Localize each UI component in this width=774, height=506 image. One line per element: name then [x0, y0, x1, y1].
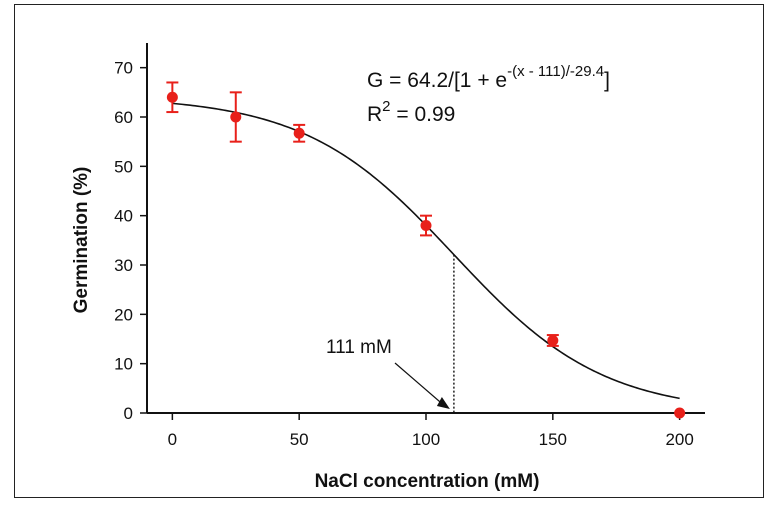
data-points-group [166, 81, 686, 419]
y-tick-label: 0 [124, 404, 133, 423]
y-tick-label: 50 [114, 157, 133, 176]
axes: 0 10 20 30 40 50 60 70 0 50 100 150 200 [114, 43, 705, 449]
r-squared: R2 = 0.99 [367, 98, 455, 126]
y-tick-label: 30 [114, 256, 133, 275]
equation-group: G = 64.2/[1 + e-(x - 111)/-29.4] R2 = 0.… [367, 63, 610, 126]
data-point [230, 111, 242, 123]
annotation-label: 111 mM [326, 337, 392, 358]
y-axis-title: Germination (%) [71, 167, 92, 314]
chart-frame: 0 10 20 30 40 50 60 70 0 50 100 150 200 111 mM G = 6… [14, 4, 764, 498]
x-axis-title: NaCl concentration (mM) [315, 471, 540, 492]
x-tick-label: 50 [290, 430, 309, 449]
data-point [547, 334, 559, 346]
x-tick-label: 0 [168, 430, 177, 449]
data-point [420, 220, 432, 232]
data-point [166, 91, 178, 103]
annotation-arrow-line [394, 362, 447, 408]
y-tick-label: 20 [114, 305, 133, 324]
data-point [293, 127, 305, 139]
annotation-arrowhead [436, 397, 450, 409]
x-tick-label: 200 [665, 430, 693, 449]
x-tick-label: 100 [412, 430, 440, 449]
annotation-group: 111 mM [326, 254, 455, 413]
fit-curve [172, 102, 680, 400]
fit-equation: G = 64.2/[1 + e-(x - 111)/-29.4] [367, 63, 610, 92]
x-tick-label: 150 [539, 430, 567, 449]
y-tick-label: 70 [114, 59, 133, 78]
fit-curve-group [172, 102, 680, 400]
y-tick-label: 40 [114, 207, 133, 226]
data-point [674, 407, 686, 419]
chart-svg: 0 10 20 30 40 50 60 70 0 50 100 150 200 111 mM G = 6… [71, 43, 705, 492]
y-tick-label: 60 [114, 108, 133, 127]
y-tick-label: 10 [114, 355, 133, 374]
